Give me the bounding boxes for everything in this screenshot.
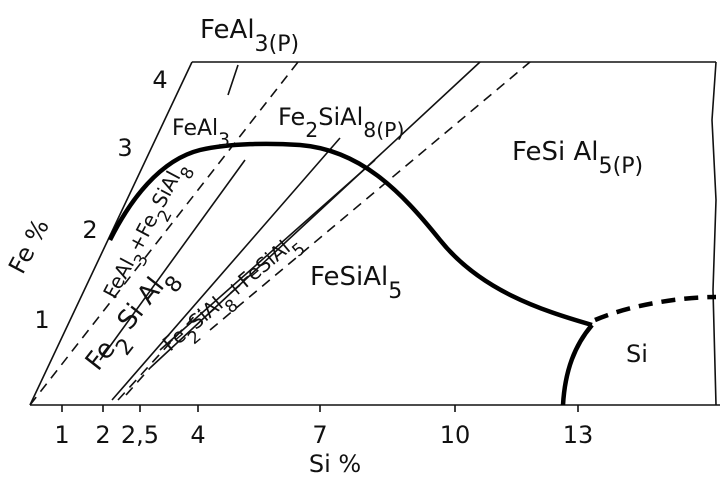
label-text: Si	[626, 340, 648, 368]
subscript: 5	[388, 278, 402, 304]
label-text: FeAl	[200, 15, 255, 45]
subscript: 3	[218, 130, 230, 151]
label-text: Fe	[278, 103, 305, 131]
label-text: FeSiAl	[310, 262, 388, 292]
region-label: FeSiAl5	[310, 262, 402, 304]
phase-boundaries	[29, 61, 717, 406]
region-label: Fe2 Si Al8	[80, 261, 189, 384]
x-tick-label: 2	[95, 421, 110, 449]
y-tick-label: 3	[117, 134, 132, 162]
x-tick-label: 4	[190, 421, 205, 449]
x-axis-label: Si %	[309, 450, 361, 478]
y-tick-label: 1	[34, 306, 49, 334]
region-label: FeAl3	[172, 116, 230, 151]
x-tick-label: 13	[563, 421, 594, 449]
y-tick-label: 4	[152, 66, 167, 94]
region-label: FeSi Al5(P)	[512, 137, 643, 179]
region-label: Fe2SiAl8(P)	[278, 103, 404, 142]
subscript: 2	[305, 118, 318, 142]
region-label: Si	[626, 340, 648, 368]
x-tick-label: 2,5	[121, 421, 159, 449]
y-axis-label: Fe %	[3, 214, 55, 278]
frame	[29, 61, 720, 406]
subscript: 3(P)	[255, 31, 300, 57]
x-tick-label: 1	[54, 421, 69, 449]
label-text: +FeSiAl	[221, 235, 295, 303]
subscript: 8(P)	[363, 118, 404, 142]
label-text: FeAl	[172, 116, 218, 141]
region-label: FeAl3(P)	[200, 15, 299, 57]
label-text: SiAl	[318, 103, 363, 131]
x-tick-label: 10	[440, 421, 471, 449]
label-text: FeSi Al	[512, 137, 599, 167]
x-tick-label: 7	[312, 421, 327, 449]
subscript: 5(P)	[599, 153, 644, 179]
y-tick-label: 2	[82, 216, 97, 244]
